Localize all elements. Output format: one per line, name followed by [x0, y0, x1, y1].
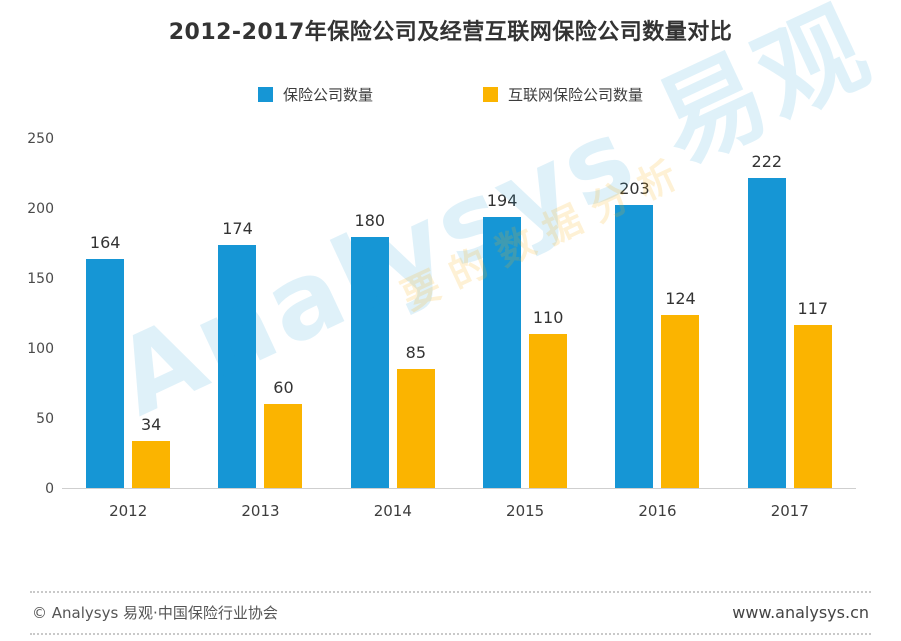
bar-group-2017: 222 117 2017	[724, 139, 856, 520]
bar-group-2016: 203 124 2016	[591, 139, 723, 520]
legend-label-insurance: 保险公司数量	[282, 86, 373, 104]
bar-group-2013: 174 60 2013	[194, 139, 326, 520]
bar-value-label: 60	[273, 378, 294, 398]
bar-insurance-2015: 194	[483, 191, 522, 488]
bar-insurance-2016: 203	[615, 179, 654, 488]
bar-group-2014: 180 85 2014	[327, 139, 459, 520]
footer-website-link[interactable]: www.analysys.cn	[732, 603, 869, 622]
x-axis-label-2013: 2013	[241, 502, 280, 520]
bar-internet-insurance-2014: 85	[396, 343, 435, 488]
legend-swatch-internet-insurance-icon	[483, 87, 498, 102]
y-axis-tick-label: 0	[45, 481, 54, 497]
y-axis-tick-label: 100	[27, 341, 54, 357]
bar-value-label: 110	[532, 308, 564, 328]
bar-insurance-2014: 180	[350, 211, 389, 488]
y-axis-tick-label: 250	[27, 131, 54, 147]
chart-legend: 保险公司数量 互联网保险公司数量	[0, 84, 901, 105]
x-axis-label-2016: 2016	[638, 502, 677, 520]
bar-value-label: 180	[354, 210, 386, 230]
x-axis-label-2012: 2012	[109, 502, 148, 520]
bar-chart: 0 50 100 150 200 250 164 34 2012 174 60 2013 180 85 2…	[22, 131, 856, 520]
legend-swatch-insurance-icon	[257, 87, 273, 102]
bar-insurance-2017: 222	[747, 152, 786, 488]
y-axis-tick-label: 50	[36, 411, 54, 427]
bar-insurance-2012: 164	[86, 233, 125, 488]
bar-internet-insurance-2012: 34	[132, 415, 171, 488]
bar-internet-insurance-2013: 60	[264, 378, 303, 488]
y-axis: 0 50 100 150 200 250	[22, 131, 62, 497]
legend-label-internet-insurance: 互联网保险公司数量	[508, 86, 644, 104]
footer: © Analysys 易观·中国保险行业协会 www.analysys.cn	[30, 591, 871, 635]
chart-title: 2012-2017年保险公司及经营互联网保险公司数量对比	[168, 20, 733, 45]
bar-internet-insurance-2016: 124	[661, 289, 700, 488]
bar-value-label: 85	[405, 343, 426, 363]
x-axis-label-2015: 2015	[506, 502, 545, 520]
footer-copyright: © Analysys 易观·中国保险行业协会	[32, 604, 278, 622]
bar-value-label: 222	[751, 152, 783, 172]
bar-value-label: 174	[222, 219, 253, 239]
bar-insurance-2013: 174	[218, 219, 257, 488]
x-axis-label-2014: 2014	[373, 502, 412, 520]
legend-item-internet-insurance: 互联网保险公司数量	[483, 84, 643, 105]
bar-group-2015: 194 110 2015	[459, 139, 591, 520]
bar-internet-insurance-2017: 117	[793, 299, 832, 488]
bar-value-label: 203	[619, 178, 650, 198]
bar-value-label: 164	[89, 233, 121, 253]
bar-group-2012: 164 34 2012	[62, 139, 194, 520]
x-axis-label-2017: 2017	[770, 502, 809, 520]
bar-value-label: 117	[797, 298, 829, 318]
y-axis-tick-label: 200	[27, 201, 54, 217]
y-axis-tick-label: 150	[27, 271, 54, 287]
bar-internet-insurance-2015: 110	[529, 308, 568, 488]
bar-value-label: 194	[486, 191, 518, 211]
bar-value-label: 34	[140, 414, 162, 434]
bar-value-label: 124	[665, 288, 696, 308]
legend-item-insurance: 保险公司数量	[257, 84, 373, 105]
plot-area: 164 34 2012 174 60 2013 180 85 2014 194 110 2015 203…	[62, 139, 856, 520]
